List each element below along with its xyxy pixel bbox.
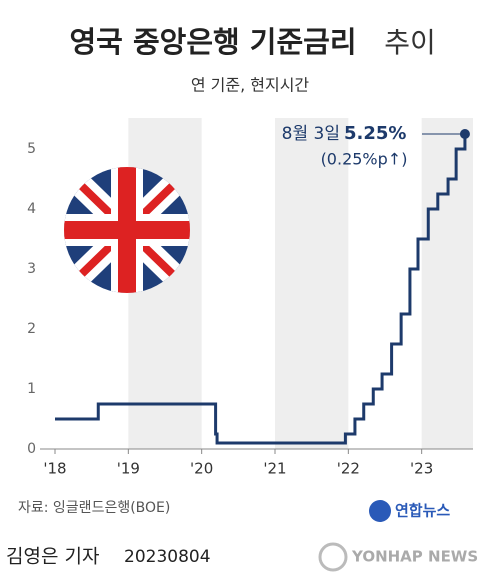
last-point bbox=[459, 129, 470, 139]
subtitle: 연 기준, 현지시간 bbox=[191, 76, 310, 95]
y-tick-label: 3 bbox=[27, 261, 36, 277]
y-tick-label: 4 bbox=[27, 201, 36, 217]
watermark: YONHAP NEWS bbox=[351, 548, 478, 566]
rate-line bbox=[55, 134, 467, 445]
date-stamp: 20230804 bbox=[124, 547, 211, 567]
footer bbox=[0, 538, 497, 584]
x-tick-label: '22 bbox=[337, 460, 360, 478]
chart-title-suffix: 추이 bbox=[384, 26, 436, 59]
logo-icon bbox=[369, 500, 391, 522]
source: 자료: 잉글랜드은행(BOE) bbox=[18, 500, 170, 516]
year-band bbox=[421, 118, 473, 449]
x-tick-label: '20 bbox=[190, 460, 213, 478]
year-band bbox=[275, 118, 349, 449]
uk-flag bbox=[64, 167, 190, 293]
annotation-date: 8월 3일 bbox=[282, 124, 340, 144]
x-tick-label: '19 bbox=[117, 460, 140, 478]
logo: 연합뉴스 bbox=[395, 502, 450, 520]
y-tick-label: 2 bbox=[27, 321, 36, 337]
x-tick-label: '21 bbox=[263, 460, 286, 478]
chart-title: 영국 중앙은행 기준금리 bbox=[70, 25, 357, 59]
y-tick-label: 1 bbox=[27, 381, 36, 397]
y-tick-label: 5 bbox=[27, 141, 36, 157]
byline: 김영은 기자 bbox=[6, 546, 99, 568]
annotation-value: 5.25% bbox=[344, 123, 406, 144]
x-tick-label: '18 bbox=[43, 460, 66, 478]
x-tick-label: '23 bbox=[410, 460, 433, 478]
annotation-change: (0.25%p↑) bbox=[321, 150, 408, 169]
watermark-icon bbox=[318, 542, 348, 572]
y-tick-label: 0 bbox=[27, 441, 36, 457]
